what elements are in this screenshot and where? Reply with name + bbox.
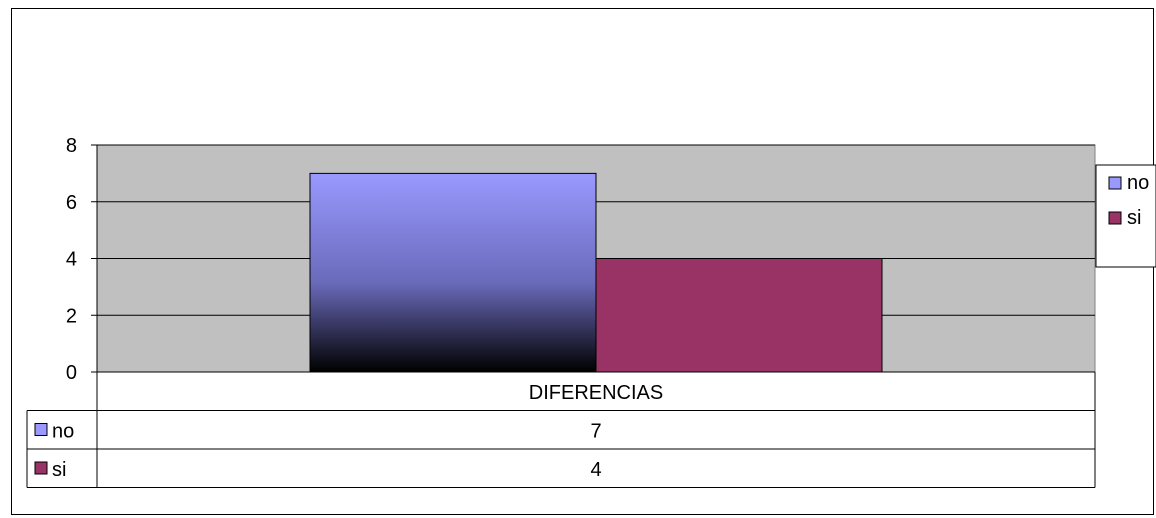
bar-no xyxy=(309,172,597,373)
y-tick-label: 0 xyxy=(66,362,77,384)
table-category-label: DIFERENCIAS xyxy=(529,382,663,404)
legend-box xyxy=(1095,164,1156,268)
table-series-label: no xyxy=(52,421,74,443)
bar-si xyxy=(595,258,883,373)
legend-label: no xyxy=(1127,172,1149,194)
table-legend-key-no xyxy=(34,423,48,436)
legend-key-si xyxy=(1108,211,1122,225)
table-value: 7 xyxy=(590,421,601,443)
table-value: 4 xyxy=(590,459,601,481)
y-tick-label: 2 xyxy=(66,305,77,327)
legend-label: si xyxy=(1127,207,1141,229)
y-tick-label: 8 xyxy=(66,135,77,157)
legend-key-no xyxy=(1108,176,1122,190)
y-tick-label: 6 xyxy=(66,192,77,214)
table-series-label: si xyxy=(52,459,66,481)
table-legend-key-si xyxy=(34,461,48,475)
y-tick-label: 4 xyxy=(66,249,77,271)
